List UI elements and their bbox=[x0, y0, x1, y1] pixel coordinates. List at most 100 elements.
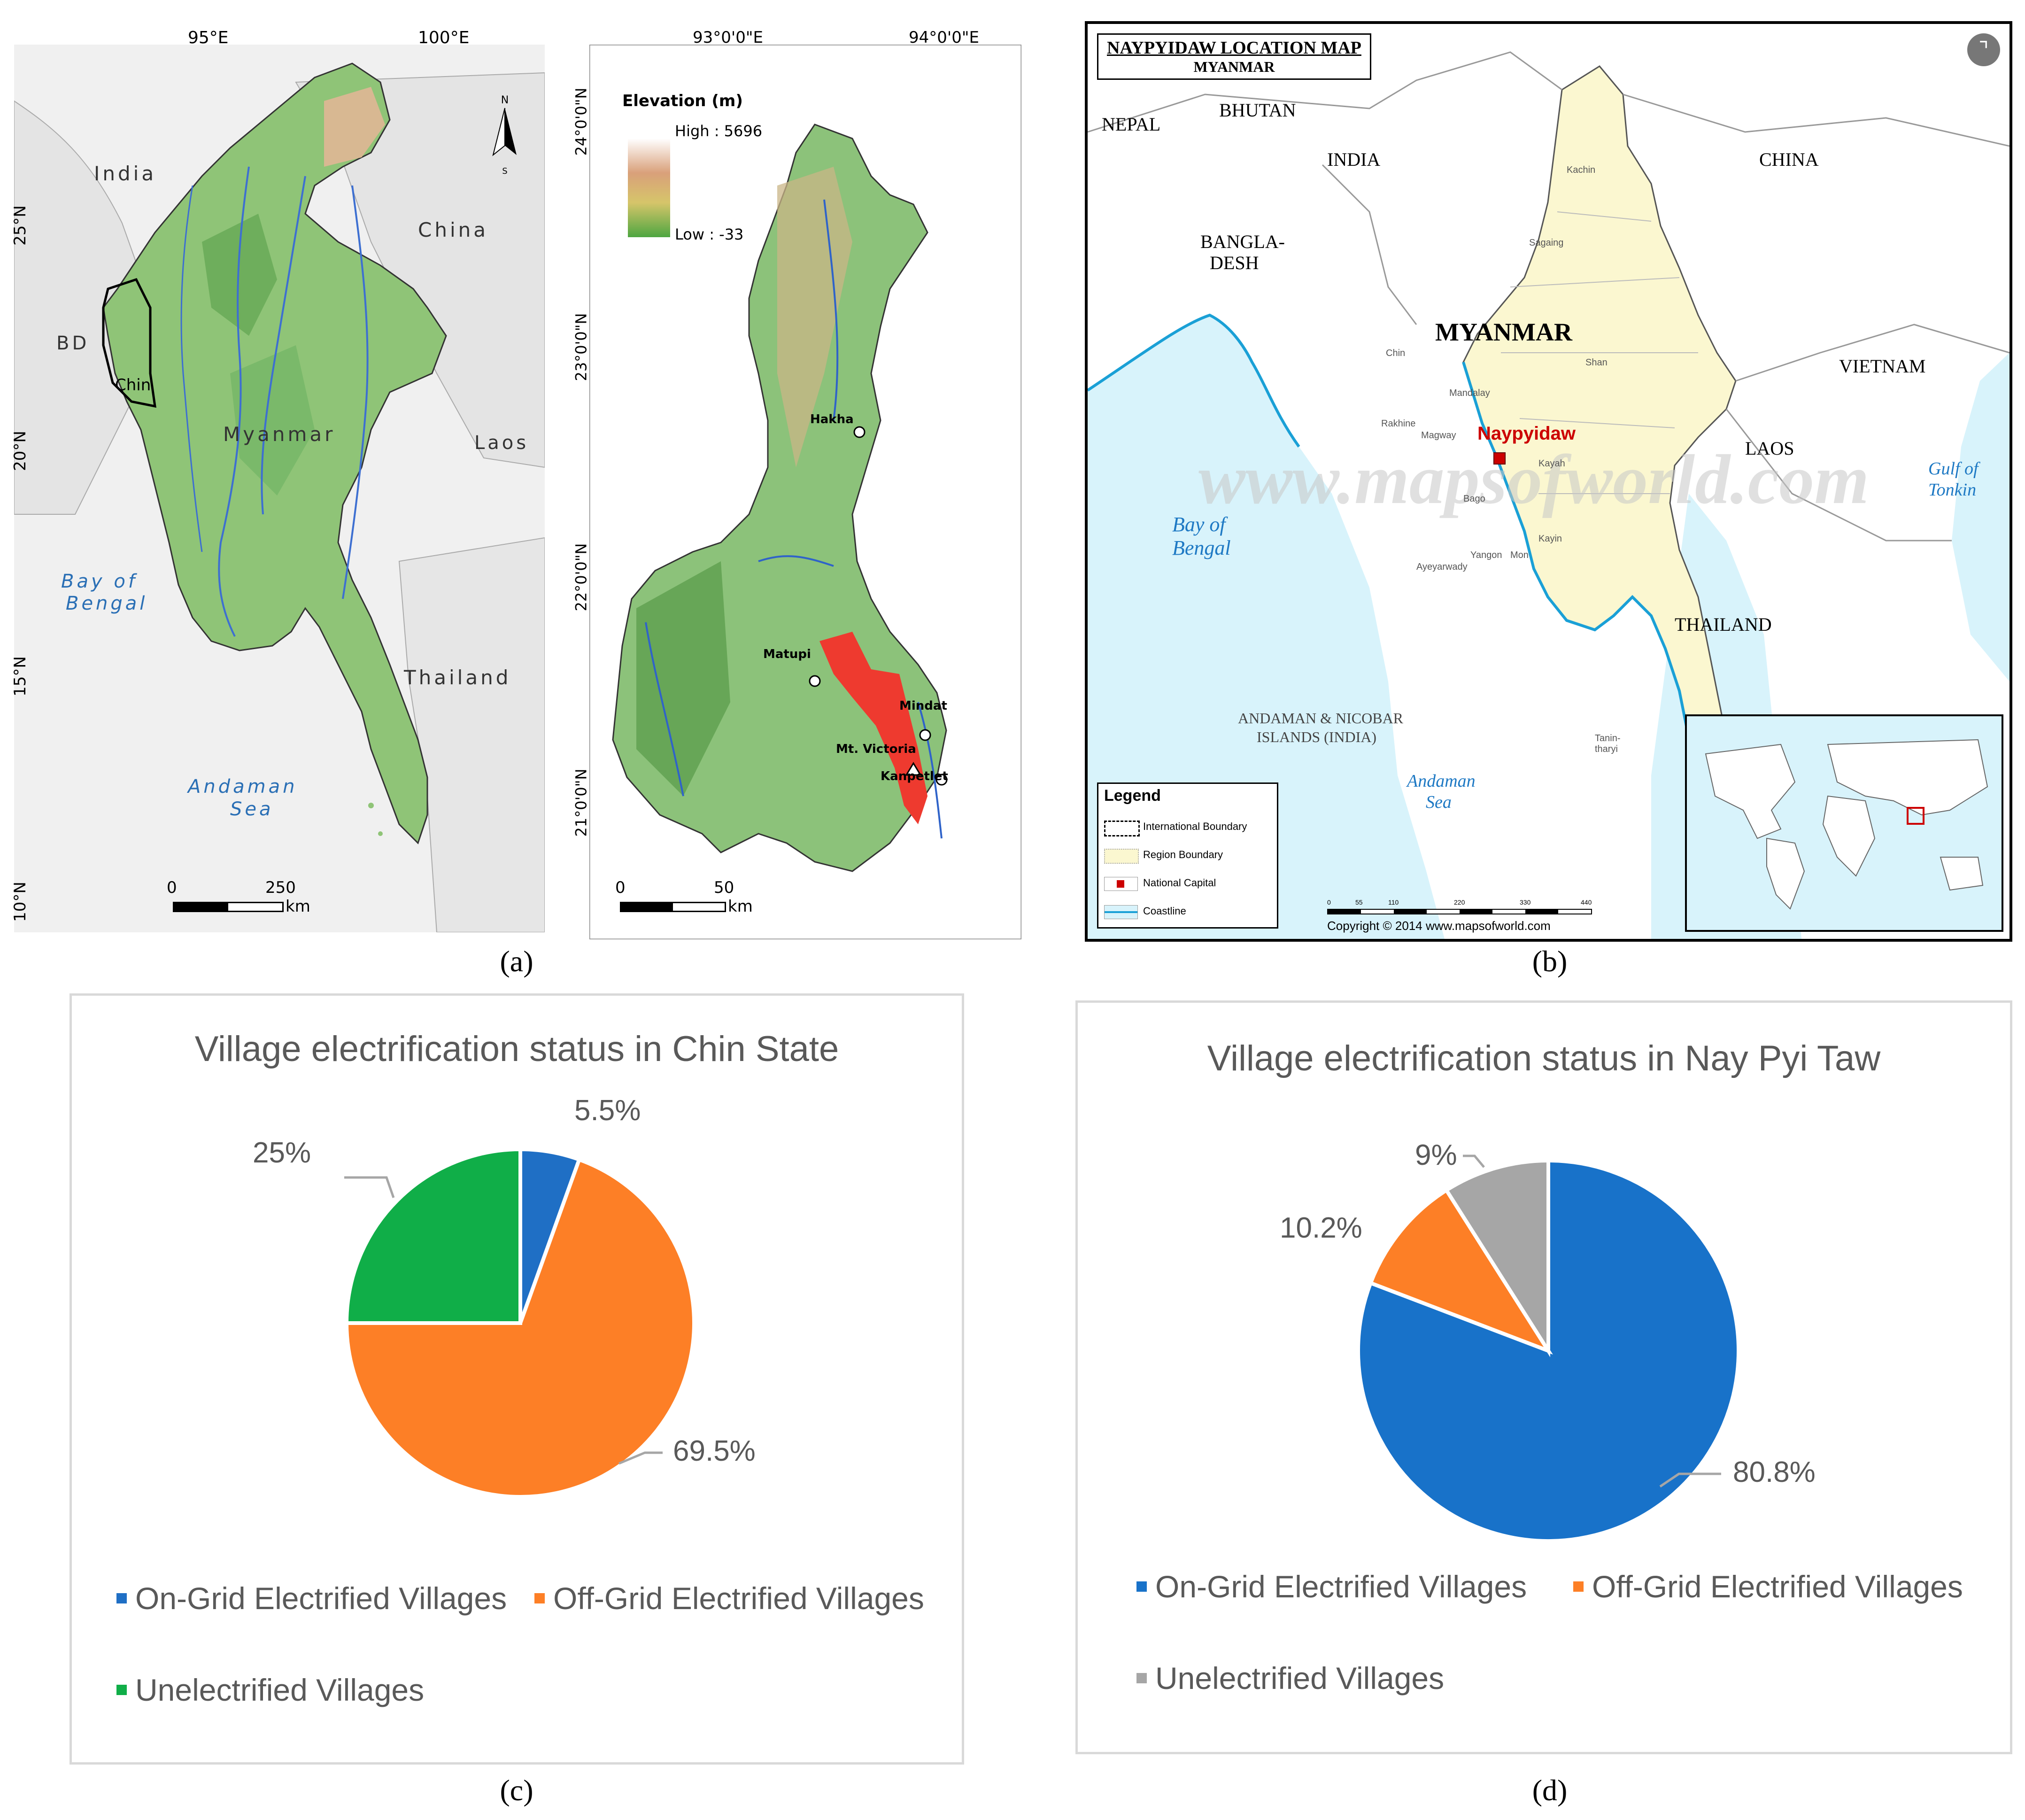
world-inset-map bbox=[1705, 739, 1988, 910]
legend-label-off-grid: Off-Grid Electrified Villages bbox=[553, 1581, 924, 1616]
map-a-left-labels: 95°E 100°E 25°N 20°N 15°N 10°N India Chi… bbox=[10, 19, 545, 939]
label-on-grid: 5.5% bbox=[574, 1094, 641, 1127]
chart-d-pie: 80.8% 10.2% 9% bbox=[1280, 1139, 1816, 1543]
map-b-title-box: NAYPYIDAW LOCATION MAP MYANMAR bbox=[1097, 33, 1371, 80]
region-magway: Magway bbox=[1421, 430, 1456, 441]
region-kachin: Kachin bbox=[1567, 165, 1596, 175]
elevation-map bbox=[589, 45, 1021, 939]
town-mindat-marker bbox=[919, 729, 931, 741]
elevation-legend-low: Low : -33 bbox=[675, 225, 744, 243]
lon-tick-93: 93°0'0"E bbox=[693, 28, 763, 47]
scale-zero: 0 bbox=[167, 878, 177, 897]
label-myanmar: MYANMAR bbox=[1435, 318, 1572, 346]
region-kayin: Kayin bbox=[1538, 534, 1562, 544]
mt-victoria-marker bbox=[905, 762, 922, 776]
region-sagaing: Sagaing bbox=[1529, 238, 1564, 248]
leader-line-off-grid bbox=[618, 1451, 663, 1465]
scale-tick: 440 bbox=[1581, 898, 1592, 906]
legend-label-region: Region Boundary bbox=[1143, 849, 1223, 860]
scale-tick: 55 bbox=[1355, 898, 1363, 906]
legend-label-capital: National Capital bbox=[1143, 877, 1216, 889]
chart-c-title: Village electrification status in Chin S… bbox=[194, 1029, 839, 1069]
legend-swatch-off-grid bbox=[534, 1593, 545, 1603]
legend-swatch-coastline bbox=[1104, 905, 1138, 919]
compass-icon: ⌝ bbox=[1967, 33, 2000, 66]
region-ayeyarwady: Ayeyarwady bbox=[1416, 562, 1468, 572]
scale-tick: 220 bbox=[1454, 898, 1465, 906]
label-andaman-1: Andaman bbox=[1407, 771, 1476, 791]
elevation-legend-high: High : 5696 bbox=[675, 122, 763, 140]
protected-area bbox=[819, 632, 927, 824]
scale-zero: 0 bbox=[615, 878, 626, 897]
map-a-left: 95°E bbox=[14, 45, 545, 932]
leader-line-on-grid bbox=[1659, 1472, 1721, 1488]
legend-unelectrified: Unelectrified Villages bbox=[116, 1672, 424, 1708]
label-laos: Laos bbox=[474, 432, 529, 454]
label-bd: BD bbox=[56, 333, 90, 354]
map-b-legend: Legend International Boundary Region Bou… bbox=[1097, 782, 1278, 929]
legend-swatch-on-grid bbox=[116, 1593, 127, 1603]
town-hakha: Hakha bbox=[810, 412, 854, 426]
label-china: CHINA bbox=[1759, 149, 1819, 170]
label-gulf-1: Gulf of bbox=[1928, 459, 1979, 479]
svg-text:N: N bbox=[501, 94, 509, 106]
lat-tick-10: 10°N bbox=[10, 882, 30, 922]
legend-swatch-unelectrified bbox=[116, 1684, 127, 1695]
region-tanintharyi: Tanin-tharyi bbox=[1595, 733, 1621, 754]
region-shan: Shan bbox=[1585, 357, 1608, 368]
label-india: INDIA bbox=[1327, 149, 1381, 170]
legend-swatch-off-grid bbox=[1573, 1581, 1584, 1592]
region-chin: Chin bbox=[1386, 348, 1406, 358]
region-bago: Bago bbox=[1463, 494, 1485, 504]
chart-c: Village electrification status in Chin S… bbox=[70, 993, 964, 1765]
label-bay-2: Bengal bbox=[1172, 536, 1231, 559]
label-capital: Naypyidaw bbox=[1477, 423, 1576, 444]
legend-label-unelectrified: Unelectrified Villages bbox=[1155, 1661, 1445, 1696]
label-bay-1: Bay of bbox=[1172, 513, 1226, 536]
legend-swatch-international bbox=[1104, 821, 1140, 836]
pie-slice-unelectrified bbox=[344, 1147, 522, 1325]
label-laos: LAOS bbox=[1745, 438, 1794, 459]
lat-tick-22: 22°0'0"N bbox=[572, 543, 590, 612]
town-victoria: Mt. Victoria bbox=[836, 742, 916, 756]
map-b-scale: 0 55 110 220 330 440 bbox=[1327, 898, 1592, 922]
inset-highlight bbox=[1907, 807, 1925, 825]
svg-text:www.mapsofworld.com: www.mapsofworld.com bbox=[1198, 441, 1869, 519]
label-unelectrified: 9% bbox=[1415, 1139, 1457, 1171]
scale-tick: 330 bbox=[1520, 898, 1531, 906]
chart-d-title: Village electrification status in Nay Py… bbox=[1207, 1038, 1881, 1078]
label-off-grid: 10.2% bbox=[1280, 1212, 1362, 1244]
label-bay-2: Bengal bbox=[66, 593, 148, 614]
lat-tick-21: 21°0'0"N bbox=[572, 768, 590, 837]
label-gulf-2: Tonkin bbox=[1928, 480, 1977, 500]
legend-label-international: International Boundary bbox=[1143, 821, 1247, 832]
scale-bar bbox=[173, 902, 284, 912]
town-mindat: Mindat bbox=[899, 699, 947, 713]
legend-swatch-on-grid bbox=[1136, 1581, 1147, 1592]
scale-value: 250 bbox=[265, 878, 296, 897]
lat-tick-15: 15°N bbox=[10, 656, 30, 697]
region-yangon: Yangon bbox=[1470, 550, 1502, 560]
scale-unit: km bbox=[728, 897, 753, 916]
panel-label-d: (d) bbox=[1532, 1774, 1568, 1807]
svg-text:S: S bbox=[502, 166, 507, 176]
scale-unit: km bbox=[286, 897, 310, 916]
label-nepal: NEPAL bbox=[1102, 114, 1161, 135]
label-andaman-2: Sea bbox=[230, 798, 274, 820]
legend-label-coastline: Coastline bbox=[1143, 905, 1186, 917]
chart-d: Village electrification status in Nay Py… bbox=[1075, 1000, 2012, 1754]
region-rakhine: Rakhine bbox=[1381, 418, 1416, 429]
legend-off-grid: Off-Grid Electrified Villages bbox=[534, 1580, 924, 1616]
legend-on-grid: On-Grid Electrified Villages bbox=[1136, 1569, 1527, 1604]
town-hakha-marker bbox=[853, 426, 866, 438]
pie-slice-off-grid bbox=[1368, 1187, 1553, 1355]
north-arrow-icon: N S bbox=[492, 94, 517, 176]
map-b-subtitle: MYANMAR bbox=[1193, 58, 1275, 75]
legend-on-grid: On-Grid Electrified Villages bbox=[116, 1580, 507, 1616]
panel-label-a: (a) bbox=[500, 945, 533, 978]
label-india: India bbox=[94, 162, 157, 185]
label-china: China bbox=[418, 218, 488, 241]
chin-outline bbox=[102, 278, 156, 408]
leader-line-unelectrified bbox=[344, 1176, 395, 1198]
label-bangla-2: DESH bbox=[1210, 252, 1259, 273]
